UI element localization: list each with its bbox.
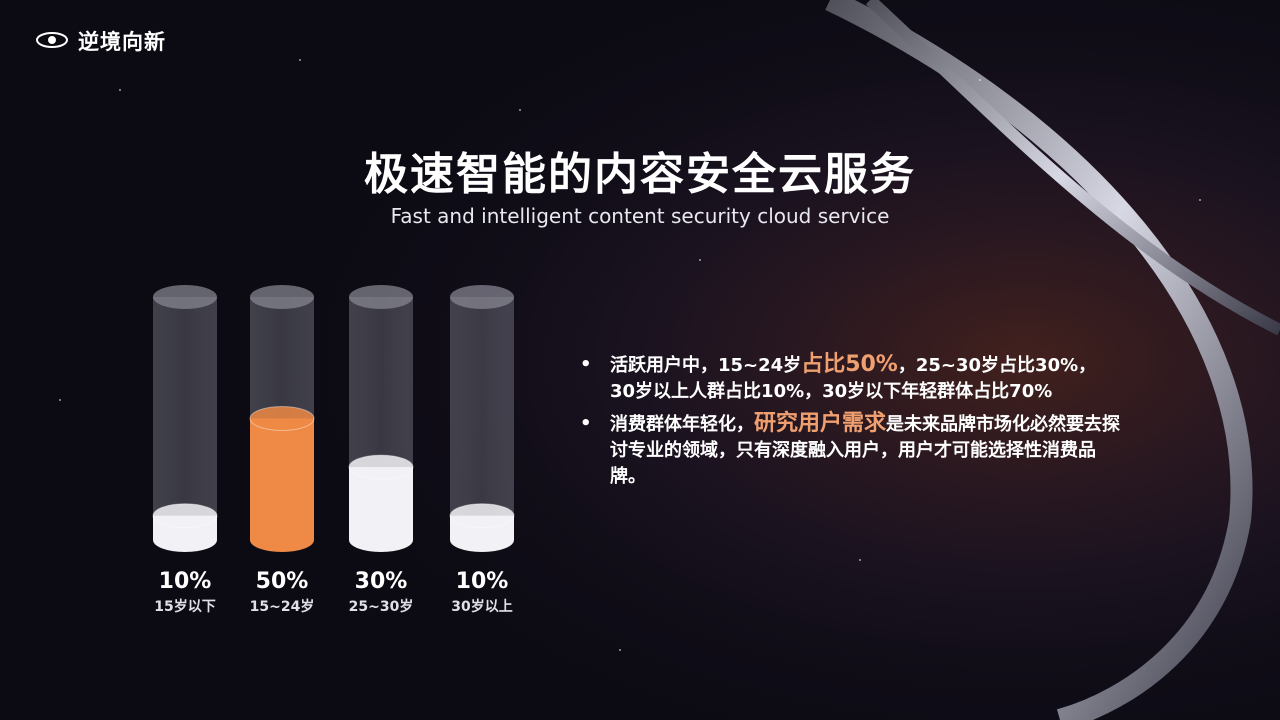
bar-top (249, 406, 315, 431)
ring (865, 0, 1280, 336)
bullet: 消费群体年轻化，研究用户需求是未来品牌市场化必然要去探讨专业的领域，只有深度融入… (580, 411, 1120, 490)
cylinder-top (250, 285, 314, 309)
value-label: 30% (355, 569, 408, 594)
category-label: 15~24岁 (250, 598, 315, 615)
highlight-text: 占比50% (801, 352, 898, 377)
bullet-text: ，25~30岁占比30%，30岁以上人群占比10%，30岁以下年轻群体占比70% (610, 355, 1097, 402)
bar (250, 418, 314, 540)
bullet-text: 消费群体年轻化， (610, 414, 754, 435)
value-label: 10% (456, 569, 509, 594)
logo-icon (36, 32, 68, 48)
subtitle: Fast and intelligent content security cl… (390, 204, 890, 228)
bullet-text: 活跃用户中，15~24岁 (610, 355, 802, 376)
bar (349, 467, 413, 540)
cylinder-top (450, 285, 514, 309)
bullet: 活跃用户中，15~24岁占比50%，25~30岁占比30%，30岁以上人群占比1… (580, 352, 1120, 405)
highlight-text: 研究用户需求 (754, 411, 887, 436)
ring (825, 0, 1253, 720)
stars (59, 59, 1201, 651)
cylinder-glass (450, 297, 514, 540)
bar-top (449, 503, 515, 529)
category-label: 25~30岁 (349, 598, 414, 615)
value-label: 10% (159, 569, 212, 594)
bar-top (152, 503, 218, 529)
cylinder-glass (153, 297, 217, 540)
bullet-text: 是未来品牌市场化必然要去探讨专业的领域，只有深度融入用户，用户才可能选择性消费品… (610, 414, 1121, 487)
value-label: 50% (256, 569, 309, 594)
logo: 逆境向新 (78, 30, 166, 54)
bullet-list: 活跃用户中，15~24岁占比50%，25~30岁占比30%，30岁以上人群占比1… (580, 352, 1120, 496)
bar-top (348, 454, 414, 480)
cylinder-top (349, 285, 413, 309)
category-label: 30岁以上 (451, 598, 512, 615)
title: 极速智能的内容安全云服务 (364, 149, 916, 200)
category-label: 15岁以下 (154, 598, 215, 615)
cylinder-top (153, 285, 217, 309)
